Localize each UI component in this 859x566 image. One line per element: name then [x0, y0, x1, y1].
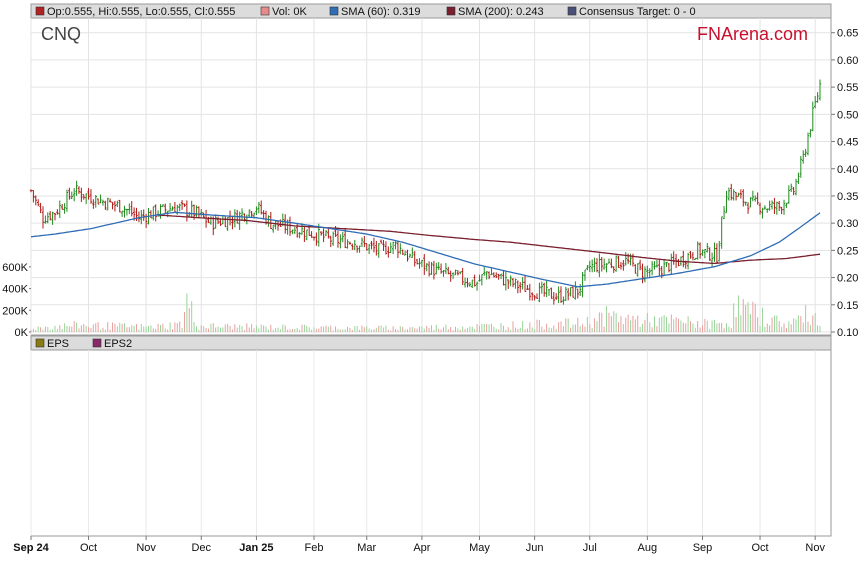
time-tick-label: Aug	[638, 542, 658, 554]
main-plot-bg	[30, 3, 832, 336]
volume-axis: 600K 400K 200K 0K	[2, 262, 31, 339]
time-tick-label: Apr	[413, 542, 430, 554]
legend-label: Consensus Target: 0 - 0	[579, 6, 696, 18]
eps-legend-label: EPS	[47, 338, 69, 350]
time-tick-label: Feb	[305, 542, 324, 554]
brand-watermark: FNArena.com	[697, 24, 808, 44]
price-tick-label: 0.65	[837, 28, 858, 40]
gridlines	[30, 18, 831, 536]
time-tick-label: Oct	[80, 542, 97, 554]
price-tick-label: 0.50	[837, 109, 858, 121]
legend-swatch	[260, 6, 270, 16]
time-tick-label: Mar	[357, 542, 376, 554]
price-tick-label: 0.40	[837, 164, 858, 176]
legend-label: Op:0.555, Hi:0.555, Lo:0.555, Cl:0.555	[47, 6, 235, 18]
time-tick-label: Nov	[136, 542, 156, 554]
time-tick-label: Sep 24	[13, 542, 49, 554]
eps-legend-bar	[30, 335, 832, 351]
legend-label: SMA (200): 0.243	[458, 6, 544, 18]
price-tick-label: 0.45	[837, 137, 858, 149]
eps-legend-swatch	[35, 338, 45, 348]
volume-tick-label: 0K	[15, 327, 29, 339]
legend-label: SMA (60): 0.319	[341, 6, 421, 18]
legend-swatch	[35, 6, 45, 16]
price-tick-label: 0.60	[837, 55, 858, 67]
legend-swatch	[329, 6, 339, 16]
volume-tick-label: 200K	[2, 305, 28, 317]
volume-bars	[30, 293, 821, 332]
time-tick-label: Dec	[191, 542, 211, 554]
sma60-line	[30, 211, 821, 288]
price-tick-label: 0.35	[837, 191, 858, 203]
price-tick-label: 0.55	[837, 82, 858, 94]
time-tick-label: Jun	[526, 542, 544, 554]
price-bars	[29, 79, 822, 305]
eps-panel-bg	[30, 335, 832, 537]
sma200-line	[158, 214, 821, 265]
time-tick-label: Oct	[751, 542, 768, 554]
eps-legend-label: EPS2	[104, 338, 132, 350]
price-tick-label: 0.10	[837, 327, 858, 339]
legend-swatch	[446, 6, 456, 16]
ticker-label: CNQ	[41, 24, 81, 44]
legend-top: Op:0.555, Hi:0.555, Lo:0.555, Cl:0.555 Vo…	[35, 6, 696, 18]
time-tick-label: May	[469, 542, 490, 554]
top-legend-bar	[30, 3, 832, 19]
price-tick-label: 0.25	[837, 245, 858, 257]
price-axis: 0.65 0.60 0.55 0.50 0.45 0.40 0.35 0.30 0.25 0.20…	[831, 28, 858, 339]
legend-eps: EPS EPS2	[35, 338, 132, 350]
volume-tick-label: 400K	[2, 284, 28, 296]
price-tick-label: 0.15	[837, 300, 858, 312]
time-axis: Sep 24 Oct Nov Dec Jan 25 Feb Mar Apr May Jun Jul A…	[13, 535, 831, 554]
price-tick-label: 0.20	[837, 273, 858, 285]
time-tick-label: Jul	[583, 542, 597, 554]
legend-label: Vol: 0K	[272, 6, 308, 18]
time-tick-label: Sep	[693, 542, 713, 554]
legend-swatch	[567, 6, 577, 16]
eps-legend-swatch	[92, 338, 102, 348]
price-tick-label: 0.30	[837, 218, 858, 230]
volume-tick-label: 600K	[2, 262, 28, 274]
time-tick-label: Jan 25	[239, 542, 273, 554]
time-tick-label: Nov	[805, 542, 825, 554]
